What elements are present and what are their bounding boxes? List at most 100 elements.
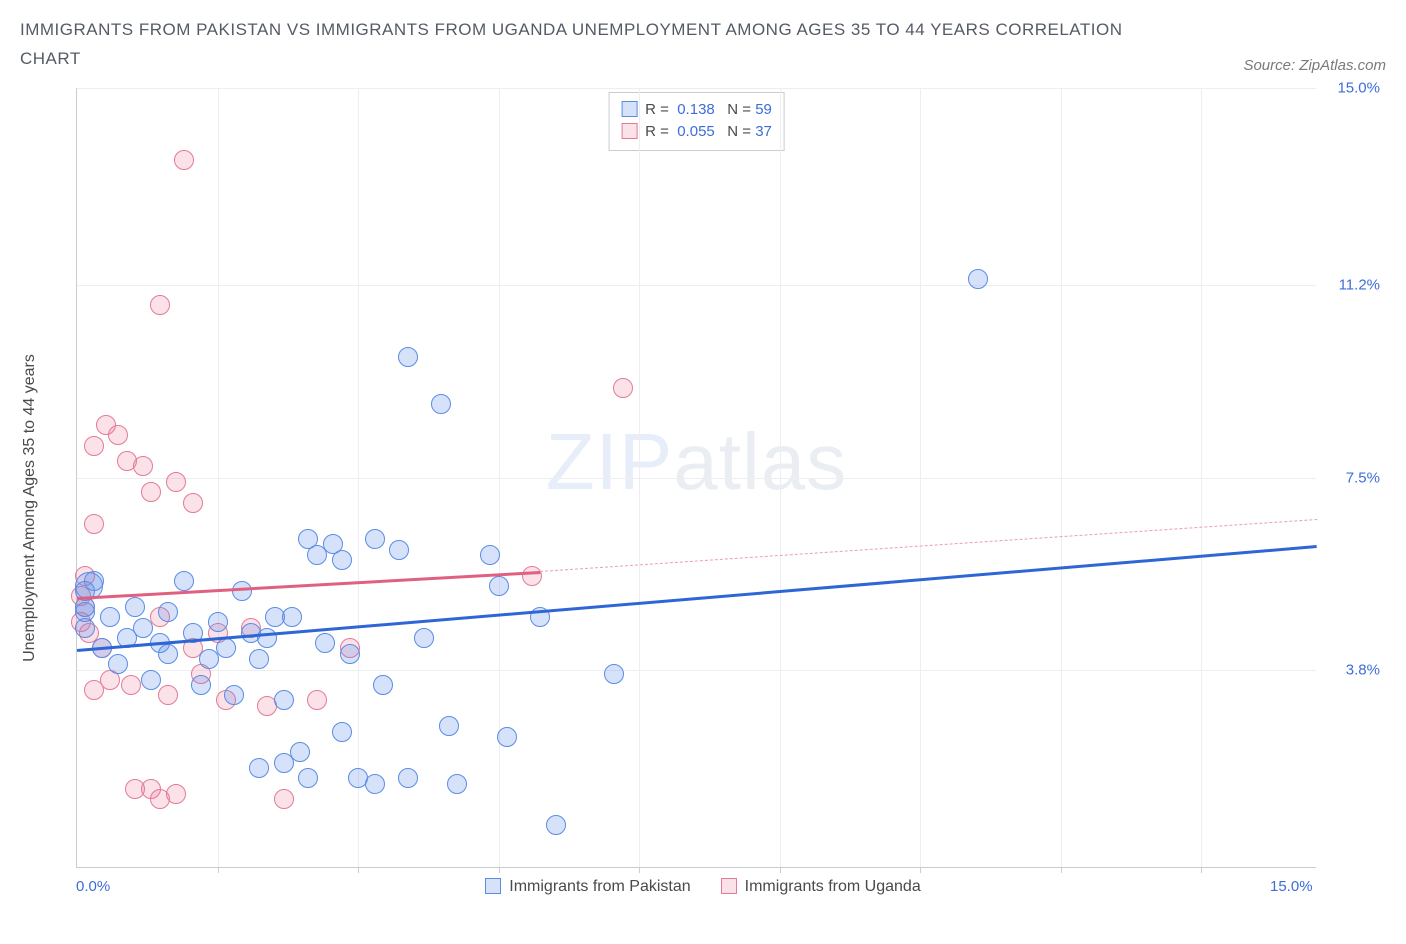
x-tick-mark xyxy=(1061,867,1062,873)
scatter-point xyxy=(84,514,104,534)
trend-line xyxy=(77,571,540,599)
scatter-point xyxy=(108,425,128,445)
legend-n-label: N = xyxy=(727,101,751,118)
scatter-point xyxy=(307,690,327,710)
legend-n-value: 59 xyxy=(755,101,772,118)
scatter-point xyxy=(84,436,104,456)
scatter-point xyxy=(282,607,302,627)
legend-swatch xyxy=(621,101,637,117)
scatter-point xyxy=(133,456,153,476)
gridline-vertical xyxy=(1061,88,1062,867)
gridline-vertical xyxy=(499,88,500,867)
scatter-point xyxy=(150,295,170,315)
scatter-point xyxy=(84,571,104,591)
scatter-point xyxy=(274,690,294,710)
scatter-point xyxy=(604,664,624,684)
legend-n-label: N = xyxy=(727,123,751,140)
scatter-point xyxy=(315,633,335,653)
scatter-point xyxy=(365,774,385,794)
scatter-point xyxy=(968,269,988,289)
scatter-point xyxy=(522,566,542,586)
scatter-point xyxy=(439,716,459,736)
scatter-point xyxy=(497,727,517,747)
scatter-point xyxy=(183,493,203,513)
legend-row: R = 0.055 N = 37 xyxy=(621,121,772,144)
scatter-point xyxy=(332,550,352,570)
scatter-point xyxy=(174,571,194,591)
scatter-point xyxy=(298,768,318,788)
gridline-horizontal xyxy=(77,478,1316,479)
series-legend-item: Immigrants from Uganda xyxy=(721,878,921,896)
legend-n-value: 37 xyxy=(755,123,772,140)
scatter-point xyxy=(389,540,409,560)
scatter-point xyxy=(141,670,161,690)
scatter-point xyxy=(166,472,186,492)
x-tick-mark xyxy=(1201,867,1202,873)
scatter-point xyxy=(480,545,500,565)
scatter-point xyxy=(133,618,153,638)
scatter-point xyxy=(431,394,451,414)
gridline-horizontal xyxy=(77,88,1316,89)
legend-swatch xyxy=(621,123,637,139)
x-tick-mark xyxy=(499,867,500,873)
scatter-point xyxy=(398,768,418,788)
gridline-vertical xyxy=(780,88,781,867)
series-legend-label: Immigrants from Pakistan xyxy=(509,878,690,895)
scatter-point xyxy=(125,597,145,617)
scatter-point xyxy=(141,482,161,502)
scatter-point xyxy=(447,774,467,794)
x-tick-mark xyxy=(780,867,781,873)
chart-container: Unemployment Among Ages 35 to 44 years Z… xyxy=(20,88,1386,928)
scatter-point xyxy=(489,576,509,596)
x-tick-mark xyxy=(358,867,359,873)
series-legend-label: Immigrants from Uganda xyxy=(745,878,921,895)
legend-r-label: R = xyxy=(645,101,669,118)
legend-r-label: R = xyxy=(645,123,669,140)
gridline-vertical xyxy=(1201,88,1202,867)
scatter-point xyxy=(158,602,178,622)
scatter-point xyxy=(249,649,269,669)
x-tick-mark xyxy=(920,867,921,873)
scatter-point xyxy=(166,784,186,804)
legend-swatch xyxy=(485,878,501,894)
series-legend-item: Immigrants from Pakistan xyxy=(485,878,690,896)
legend-swatch xyxy=(721,878,737,894)
scatter-point xyxy=(340,644,360,664)
scatter-point xyxy=(216,638,236,658)
scatter-point xyxy=(414,628,434,648)
source-attribution: Source: ZipAtlas.com xyxy=(1243,57,1386,74)
series-legend: Immigrants from Pakistan Immigrants from … xyxy=(20,878,1386,896)
correlation-legend: R = 0.138 N = 59R = 0.055 N = 37 xyxy=(608,92,785,151)
gridline-vertical xyxy=(218,88,219,867)
y-tick-label: 11.2% xyxy=(1339,277,1380,294)
x-tick-mark xyxy=(218,867,219,873)
scatter-point xyxy=(365,529,385,549)
scatter-point xyxy=(290,742,310,762)
legend-r-value: 0.138 xyxy=(677,101,715,118)
scatter-point xyxy=(232,581,252,601)
scatter-point xyxy=(158,644,178,664)
scatter-point xyxy=(224,685,244,705)
y-tick-label: 15.0% xyxy=(1337,79,1380,96)
scatter-point xyxy=(373,675,393,695)
scatter-point xyxy=(398,347,418,367)
watermark-bold: ZIP xyxy=(546,417,673,506)
plot-area: ZIPatlas R = 0.138 N = 59R = 0.055 N = 3… xyxy=(76,88,1316,868)
scatter-point xyxy=(100,607,120,627)
scatter-point xyxy=(191,675,211,695)
gridline-vertical xyxy=(920,88,921,867)
y-tick-label: 7.5% xyxy=(1346,469,1380,486)
gridline-horizontal xyxy=(77,670,1316,671)
x-tick-mark xyxy=(639,867,640,873)
scatter-point xyxy=(208,612,228,632)
scatter-point xyxy=(75,602,95,622)
chart-title: IMMIGRANTS FROM PAKISTAN VS IMMIGRANTS F… xyxy=(20,16,1140,74)
gridline-vertical xyxy=(639,88,640,867)
scatter-point xyxy=(121,675,141,695)
scatter-point xyxy=(332,722,352,742)
header-row: IMMIGRANTS FROM PAKISTAN VS IMMIGRANTS F… xyxy=(20,16,1386,74)
legend-row: R = 0.138 N = 59 xyxy=(621,99,772,122)
watermark: ZIPatlas xyxy=(546,416,847,508)
y-axis-label: Unemployment Among Ages 35 to 44 years xyxy=(21,354,39,662)
scatter-point xyxy=(274,789,294,809)
